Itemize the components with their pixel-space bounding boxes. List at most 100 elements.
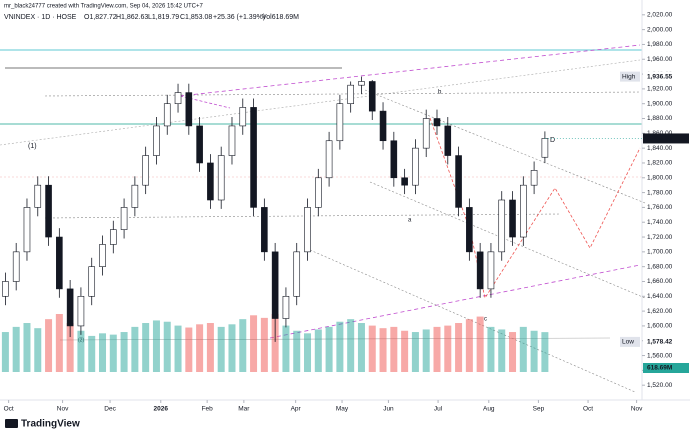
candle-body: [45, 184, 52, 238]
candle-body: [12, 251, 20, 282]
volume-bar: [390, 326, 398, 372]
volume-bar: [368, 325, 376, 372]
volume-bar: [314, 329, 322, 372]
volume-bar: [455, 323, 463, 372]
candle-body: [142, 155, 149, 186]
wave-label: c: [484, 317, 487, 323]
candle-body: [498, 199, 506, 253]
volume-bar: [487, 326, 495, 372]
candle-body: [487, 251, 495, 290]
candle-body: [466, 207, 473, 253]
candle-body: [476, 251, 484, 290]
marks: [1, 76, 549, 372]
candle-body: [239, 107, 247, 127]
x-tick-label: Nov: [631, 406, 643, 413]
projection: [429, 117, 641, 300]
trend-line: [179, 44, 641, 97]
logo: TradingView: [5, 419, 80, 430]
candle-body: [250, 107, 257, 208]
low-tag-word-box: [620, 336, 640, 347]
legend-change: +25.36 (+1.39%): [213, 14, 265, 21]
volume-bar: [185, 327, 193, 372]
volume-bar: [509, 332, 517, 372]
symbol: VNINDEX · 1D · HOSE: [4, 14, 77, 21]
candle-body: [520, 184, 527, 238]
x-tick-label: Oct: [583, 406, 593, 413]
candle-body: [541, 138, 549, 158]
volume-tag: 618.69M: [647, 365, 672, 372]
candle-body: [271, 251, 279, 319]
volume-bar: [293, 330, 301, 372]
candle-body: [412, 147, 419, 186]
y-tick-label: 1,820.00: [647, 160, 673, 167]
volume-bar: [336, 321, 344, 372]
x-tick-label: Dec: [104, 406, 116, 413]
volume-bar: [196, 324, 204, 372]
low-tag-word: Low: [622, 339, 634, 346]
volume-bar: [541, 332, 549, 372]
volume-bar: [23, 323, 31, 372]
candle-body: [120, 207, 128, 230]
y-tick-label: 1,880.00: [647, 115, 673, 122]
volume-bar: [66, 323, 74, 372]
y-tick-label: 2,000.00: [647, 26, 673, 33]
y-tick-label: 1,740.00: [647, 219, 673, 226]
low-tag-box: [643, 336, 689, 347]
candle-body: [315, 177, 322, 208]
candle-body: [88, 266, 96, 297]
legend-volume: Vol618.69M: [262, 14, 299, 21]
volume-bar: [433, 326, 441, 372]
volume-bar: [476, 316, 484, 372]
legend: VNINDEX · 1D · HOSE O1,827.72 H1,862.63 …: [4, 14, 299, 21]
volume-bar: [1, 332, 9, 372]
candle-body: [282, 295, 290, 319]
x-tick-label: Oct: [4, 406, 14, 413]
trend-line: [44, 91, 641, 97]
wave-label: D: [550, 137, 555, 144]
y-tick-label: 1,800.00: [647, 174, 673, 181]
volume-bar: [109, 334, 117, 372]
y-tick-label: 2,020.00: [647, 12, 673, 19]
candle-body: [77, 295, 85, 327]
x-tick-label: Mar: [238, 406, 250, 413]
candle-body: [196, 125, 203, 164]
volume-bar: [77, 330, 85, 372]
candle-body: [109, 229, 117, 245]
volume-bar: [347, 319, 355, 372]
wave-label: a: [408, 218, 412, 224]
volume-bar: [250, 315, 258, 372]
y-tick-label: 1,680.00: [647, 263, 673, 270]
y-tick-label: 1,720.00: [647, 234, 673, 241]
candle-body: [368, 81, 376, 112]
x-tick-label: Feb: [202, 406, 214, 413]
volume-bar: [152, 320, 160, 372]
y-tick-label: 1,620.00: [647, 308, 673, 315]
high-tag-word: High: [622, 73, 636, 80]
candle-body: [347, 84, 354, 105]
candle-body: [34, 184, 42, 208]
x-tick-label: Jun: [383, 406, 394, 413]
candle-body: [358, 81, 365, 86]
low-line: [59, 337, 611, 341]
volume-bar: [55, 314, 63, 372]
legend-low: L1,819.79: [148, 14, 179, 21]
volume-bar: [99, 333, 107, 372]
candle-body: [261, 207, 268, 253]
logo-icon: [5, 419, 18, 428]
candle-body: [217, 155, 225, 201]
candle-body: [336, 103, 344, 142]
candle-body: [66, 288, 74, 327]
candle-body: [293, 251, 301, 297]
volume-bar: [239, 319, 247, 372]
volume-bar: [422, 329, 430, 372]
legend-close: C1,853.08: [180, 14, 212, 21]
volume-bar: [325, 326, 333, 372]
channel-line: [369, 181, 646, 299]
volume-bar: [142, 323, 150, 372]
y-tick-label: 1,520.00: [647, 382, 673, 389]
high-tag-box: [643, 71, 689, 82]
y-tick-label: 1,960.00: [647, 56, 673, 63]
candle-body: [23, 207, 31, 253]
